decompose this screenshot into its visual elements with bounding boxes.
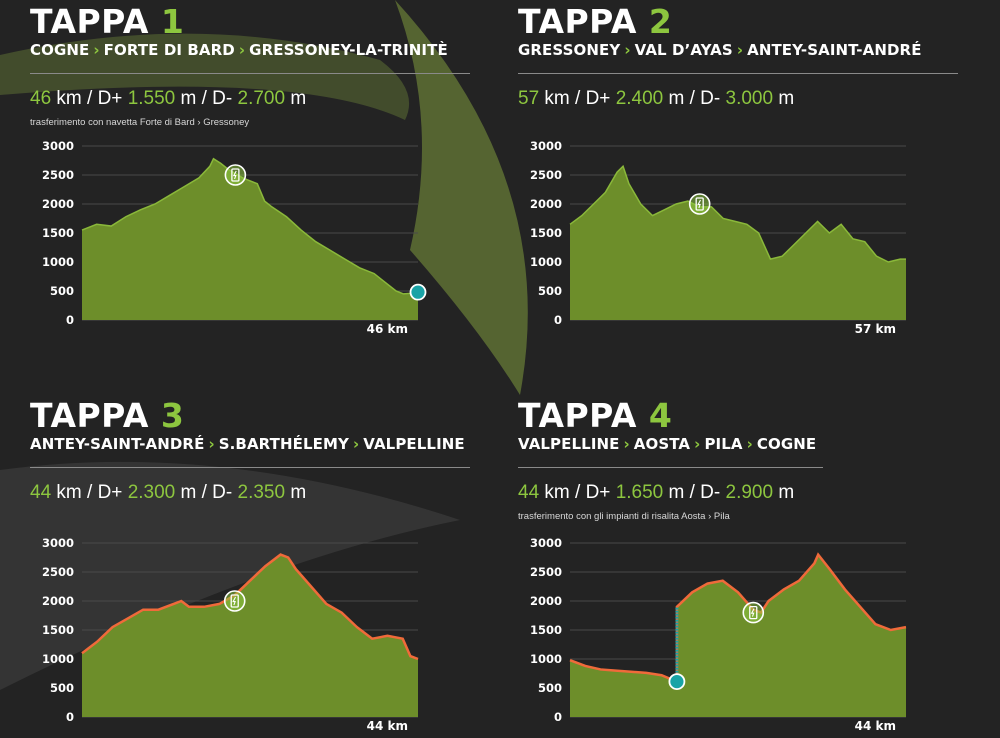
stage-route: GRESSONEY › VAL D’AYAS › ANTEY-SAINT-ANDRÉ xyxy=(518,41,978,59)
y-tick-label: 1000 xyxy=(42,255,74,269)
route-place: FORTE DI BARD xyxy=(103,41,235,59)
charging-station-icon xyxy=(223,590,246,612)
elevation-profile-line xyxy=(569,552,907,684)
y-tick-label: 500 xyxy=(538,681,562,695)
stage-stats: 46 km / D+ 1.550 m / D- 2.700 m xyxy=(30,88,307,109)
x-end-label: 57 km xyxy=(855,322,896,336)
y-tick-label: 0 xyxy=(66,710,74,724)
y-tick-label: 0 xyxy=(554,313,562,327)
y-tick-label: 500 xyxy=(538,284,562,298)
y-tick-label: 3000 xyxy=(530,536,562,550)
transfer-marker xyxy=(409,283,427,301)
route-place: GRESSONEY xyxy=(518,41,621,59)
route-place: COGNE xyxy=(756,435,817,453)
elevation-chart-stage-1: 0 500 1000 1500 2000 2500 3000 46 km xyxy=(42,139,427,336)
charging-station-icon xyxy=(688,193,711,215)
elevation-chart-stage-3: 0 500 1000 1500 2000 2500 3000 44 km xyxy=(42,536,419,733)
route-separator-icon: › xyxy=(93,41,100,59)
y-tick-label: 2000 xyxy=(530,594,562,608)
route-separator-icon: › xyxy=(238,41,246,59)
route-place: VALPELLINE xyxy=(363,435,465,453)
stage-title: TAPPA 4 xyxy=(518,396,673,435)
route-place: GRESSONEY-LA-TRINITÈ xyxy=(249,41,448,59)
stage-title: TAPPA 2 xyxy=(518,2,673,41)
route-separator-icon: › xyxy=(736,41,744,59)
stage-stats: 44 km / D+ 1.650 m / D- 2.900 m xyxy=(518,482,795,503)
route-place: ANTEY-SAINT-ANDRÉ xyxy=(30,435,205,453)
y-tick-label: 0 xyxy=(554,710,562,724)
y-tick-label: 2500 xyxy=(42,168,74,182)
stage-title: TAPPA 3 xyxy=(30,396,185,435)
divider xyxy=(518,467,823,468)
elevation-chart-stage-2: 0 500 1000 1500 2000 2500 3000 57 km xyxy=(530,139,906,336)
transfer-marker xyxy=(668,673,686,691)
elevation-area xyxy=(570,554,906,717)
route-place: PILA xyxy=(704,435,743,453)
route-separator-icon: › xyxy=(623,435,630,453)
route-separator-icon: › xyxy=(352,435,360,453)
y-tick-label: 2000 xyxy=(42,197,74,211)
elevation-area xyxy=(82,554,418,717)
stage-route: ANTEY-SAINT-ANDRÉ › S.BARTHÉLEMY › VALPELLIN… xyxy=(30,435,490,453)
stage-2-header: TAPPA 2 GRESSONEY › VAL D’AYAS › ANTEY-SAINT… xyxy=(518,4,978,110)
y-tick-label: 3000 xyxy=(42,139,74,153)
divider xyxy=(30,467,470,468)
route-separator-icon: › xyxy=(694,435,701,453)
route-place: VAL D’AYAS xyxy=(634,41,733,59)
y-tick-label: 500 xyxy=(50,681,74,695)
elevation-profile-line xyxy=(81,553,419,661)
stage-note: trasferimento con gli impianti di risali… xyxy=(518,511,730,522)
route-separator-icon: › xyxy=(746,435,753,453)
y-tick-label: 2500 xyxy=(42,565,74,579)
elevation-chart-stage-4: 0 500 1000 1500 2000 2500 3000 44 km xyxy=(530,536,907,733)
route-separator-icon: › xyxy=(624,41,631,59)
x-end-label: 44 km xyxy=(855,719,896,733)
y-tick-label: 3000 xyxy=(42,536,74,550)
y-tick-label: 1500 xyxy=(42,226,74,240)
route-place: VALPELLINE xyxy=(518,435,620,453)
y-tick-label: 1500 xyxy=(530,226,562,240)
elevation-profile-line xyxy=(81,157,419,295)
route-separator-icon: › xyxy=(208,435,215,453)
stage-route: COGNE › FORTE DI BARD › GRESSONEY-LA-TRINITÈ xyxy=(30,41,490,59)
elevation-profile-line xyxy=(569,164,906,263)
route-place: AOSTA xyxy=(633,435,691,453)
stage-title: TAPPA 1 xyxy=(30,2,185,41)
y-tick-label: 0 xyxy=(66,313,74,327)
x-end-label: 44 km xyxy=(367,719,408,733)
stage-1-header: TAPPA 1 COGNE › FORTE DI BARD › GRESSONEY-LA… xyxy=(30,4,490,128)
route-place: ANTEY-SAINT-ANDRÉ xyxy=(747,41,922,59)
y-tick-label: 500 xyxy=(50,284,74,298)
stage-3-header: TAPPA 3 ANTEY-SAINT-ANDRÉ › S.BARTHÉLEMY › V… xyxy=(30,398,490,504)
y-tick-label: 3000 xyxy=(530,139,562,153)
route-place: S.BARTHÉLEMY xyxy=(218,435,349,453)
stage-stats: 44 km / D+ 2.300 m / D- 2.350 m xyxy=(30,482,307,503)
y-tick-label: 1000 xyxy=(530,652,562,666)
stage-4-header: TAPPA 4 VALPELLINE › AOSTA › PILA › COGNE 44 k… xyxy=(518,398,978,522)
y-tick-label: 2000 xyxy=(530,197,562,211)
y-tick-label: 1000 xyxy=(42,652,74,666)
route-place: COGNE xyxy=(30,41,90,59)
y-tick-label: 1000 xyxy=(530,255,562,269)
stage-note: trasferimento con navetta Forte di Bard … xyxy=(30,117,250,128)
elevation-area xyxy=(570,166,906,320)
x-end-label: 46 km xyxy=(367,322,408,336)
charging-station-icon xyxy=(224,164,247,186)
y-tick-label: 2500 xyxy=(530,168,562,182)
y-tick-label: 1500 xyxy=(530,623,562,637)
y-tick-label: 2500 xyxy=(530,565,562,579)
y-tick-label: 1500 xyxy=(42,623,74,637)
stage-route: VALPELLINE › AOSTA › PILA › COGNE xyxy=(518,435,978,453)
stage-stats: 57 km / D+ 2.400 m / D- 3.000 m xyxy=(518,88,795,109)
divider xyxy=(30,73,470,74)
y-tick-label: 2000 xyxy=(42,594,74,608)
charging-station-icon xyxy=(742,601,765,624)
elevation-area xyxy=(82,158,418,320)
divider xyxy=(518,73,958,74)
